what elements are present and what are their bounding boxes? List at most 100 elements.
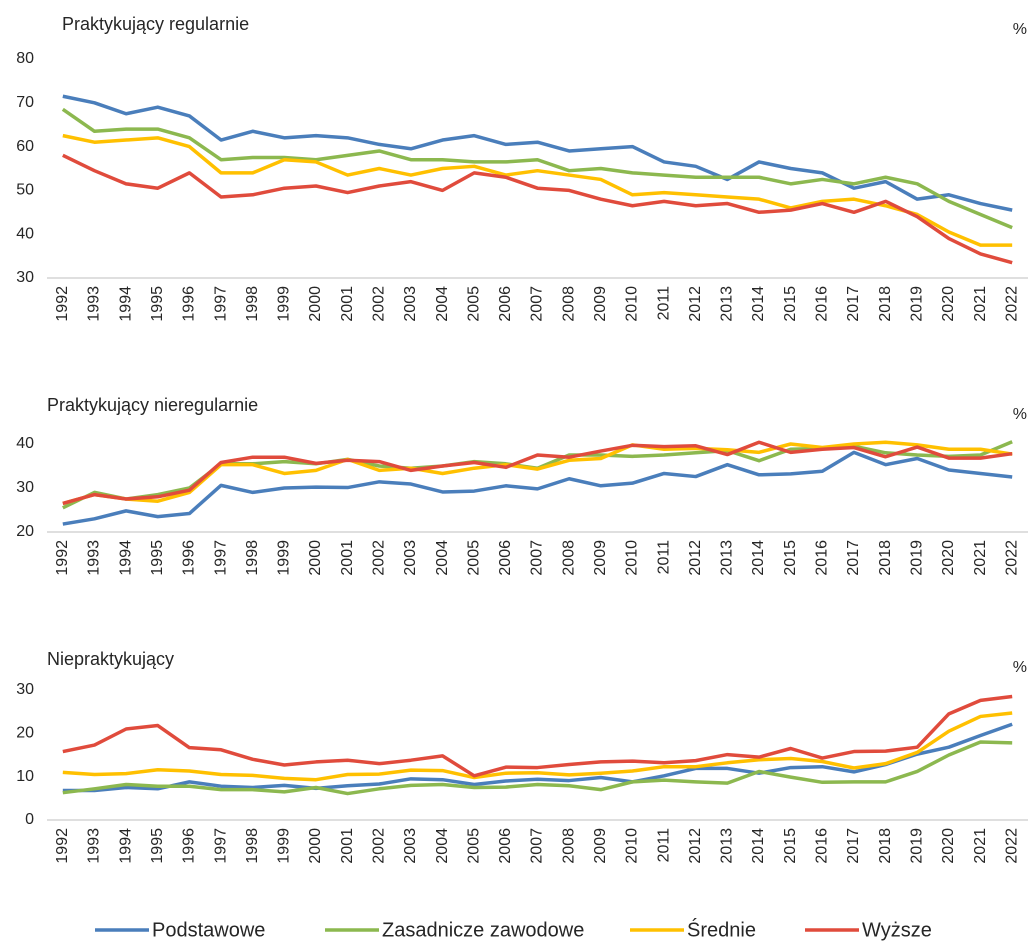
x-tick-label: 2021 — [972, 828, 989, 864]
x-tick-label: 2012 — [687, 828, 704, 864]
series-line — [62, 740, 1013, 796]
x-tick-label: 1995 — [149, 286, 166, 322]
x-tick-label: 2015 — [782, 540, 799, 576]
x-tick-label: 2022 — [1003, 828, 1020, 864]
y-tick-label: 50 — [16, 182, 34, 199]
x-tick-label: 2000 — [307, 286, 324, 322]
y-tick-label: 70 — [16, 94, 34, 111]
x-tick-label: 2002 — [370, 540, 387, 576]
x-tick-label: 2020 — [940, 540, 957, 576]
x-tick-label: 1995 — [149, 540, 166, 576]
x-tick-label: 2004 — [434, 828, 451, 864]
x-tick-label: 2020 — [940, 828, 957, 864]
x-tick-label: 1998 — [244, 540, 261, 576]
x-tick-label: 2016 — [814, 540, 831, 576]
x-tick-label: 2015 — [782, 286, 799, 322]
x-tick-label: 1997 — [212, 828, 229, 864]
y-tick-label: 80 — [16, 50, 34, 67]
legend-label: Wyższe — [862, 919, 932, 941]
x-tick-label: 2019 — [908, 540, 925, 576]
x-tick-label: 2016 — [814, 286, 831, 322]
x-tick-label: 1999 — [276, 286, 293, 322]
x-tick-label: 1997 — [212, 286, 229, 322]
x-tick-label: 2000 — [307, 828, 324, 864]
x-tick-label: 2012 — [687, 540, 704, 576]
legend-label: Średnie — [687, 917, 756, 941]
x-tick-label: 1994 — [117, 540, 134, 576]
x-tick-label: 2011 — [655, 828, 672, 863]
x-tick-label: 2019 — [908, 286, 925, 322]
y-tick-label: 20 — [16, 523, 34, 540]
x-tick-label: 2018 — [877, 286, 894, 322]
series-line — [62, 153, 1013, 265]
unit-label: % — [1013, 21, 1027, 38]
x-tick-label: 2017 — [845, 540, 862, 576]
series-line — [62, 450, 1013, 526]
x-tick-label: 2007 — [529, 828, 546, 864]
x-tick-label: 2008 — [560, 828, 577, 864]
x-tick-label: 2014 — [750, 540, 767, 576]
x-tick-label: 2001 — [339, 828, 356, 864]
x-tick-label: 2017 — [845, 286, 862, 322]
x-tick-label: 2008 — [560, 286, 577, 322]
series-line — [62, 133, 1013, 247]
x-tick-label: 2013 — [719, 540, 736, 576]
y-tick-label: 30 — [16, 479, 34, 496]
series-line — [62, 694, 1013, 778]
x-tick-label: 2012 — [687, 286, 704, 322]
x-tick-label: 2008 — [560, 540, 577, 576]
series-line — [62, 440, 1013, 506]
series-line — [62, 94, 1013, 212]
x-tick-label: 2013 — [719, 286, 736, 322]
x-tick-label: 2013 — [719, 828, 736, 864]
y-tick-label: 60 — [16, 138, 34, 155]
y-tick-label: 40 — [16, 435, 34, 452]
x-tick-label: 1994 — [117, 828, 134, 864]
x-tick-label: 2009 — [592, 286, 609, 322]
x-tick-label: 2016 — [814, 828, 831, 864]
x-tick-label: 1998 — [244, 828, 261, 864]
legend-label: Podstawowe — [152, 919, 265, 941]
x-tick-label: 1997 — [212, 540, 229, 576]
unit-label: % — [1013, 406, 1027, 423]
x-tick-label: 2004 — [434, 286, 451, 322]
x-tick-label: 1993 — [86, 828, 103, 864]
y-tick-label: 30 — [16, 681, 34, 698]
x-tick-label: 2009 — [592, 828, 609, 864]
x-tick-label: 2021 — [972, 286, 989, 322]
x-tick-label: 1994 — [117, 286, 134, 322]
x-tick-label: 2002 — [370, 286, 387, 322]
y-tick-label: 0 — [25, 811, 34, 828]
chart-title: Praktykujący nieregularnie — [47, 395, 258, 415]
x-tick-label: 2018 — [877, 828, 894, 864]
x-tick-label: 2018 — [877, 540, 894, 576]
x-tick-label: 2010 — [624, 828, 641, 864]
series-line — [61, 107, 1013, 230]
x-tick-label: 2006 — [497, 540, 514, 576]
x-tick-label: 1996 — [181, 286, 198, 322]
x-tick-label: 2007 — [529, 286, 546, 322]
chart-title: Praktykujący regularnie — [62, 14, 249, 34]
x-tick-label: 1992 — [54, 540, 71, 576]
x-tick-label: 2001 — [339, 540, 356, 576]
x-tick-label: 1998 — [244, 286, 261, 322]
y-tick-label: 40 — [16, 225, 34, 242]
x-tick-label: 1999 — [276, 540, 293, 576]
chart-title: Niepraktykujący — [47, 649, 174, 669]
x-tick-label: 1992 — [54, 828, 71, 864]
x-tick-label: 2017 — [845, 828, 862, 864]
x-tick-label: 1992 — [54, 286, 71, 322]
x-tick-label: 1995 — [149, 828, 166, 864]
x-tick-label: 2022 — [1003, 540, 1020, 576]
legend-label: Zasadnicze zawodowe — [382, 919, 584, 941]
x-tick-label: 2005 — [465, 540, 482, 576]
x-tick-label: 1993 — [86, 286, 103, 322]
x-tick-label: 2010 — [624, 286, 641, 322]
x-tick-label: 1993 — [86, 540, 103, 576]
x-tick-label: 1999 — [276, 828, 293, 864]
y-tick-label: 10 — [16, 768, 34, 785]
x-tick-label: 2014 — [750, 286, 767, 322]
x-tick-label: 2014 — [750, 828, 767, 864]
x-tick-label: 2001 — [339, 286, 356, 322]
